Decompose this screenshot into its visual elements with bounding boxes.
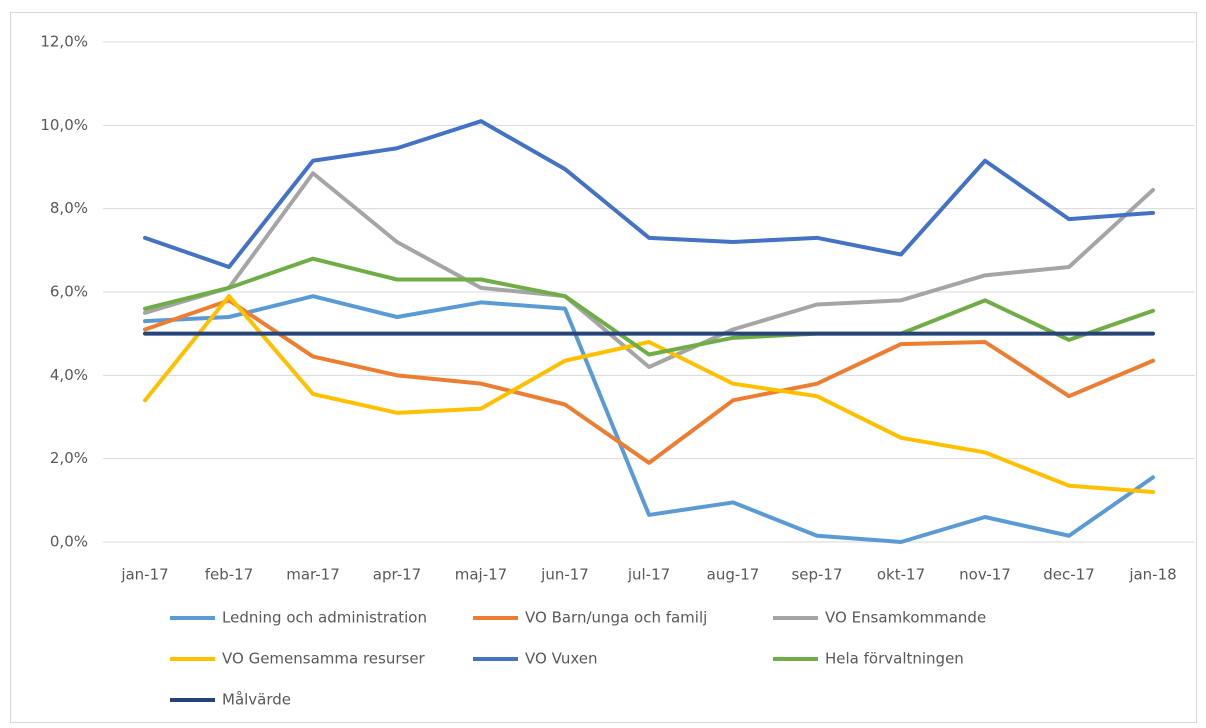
series-line [143,298,1155,465]
legend-label: Målvärde [222,691,291,709]
legend-label: VO Gemensamma resurser [222,650,426,668]
y-tick-label: 12,0% [40,33,88,51]
legend-label: Ledning och administration [222,609,427,627]
series-line [143,119,1155,269]
y-tick-label: 10,0% [40,116,88,134]
y-tick-label: 8,0% [50,199,88,217]
x-tick-label: mar-17 [286,566,340,584]
y-tick-label: 2,0% [50,449,88,467]
x-tick-label: okt-17 [877,566,925,584]
series-line [143,294,1155,544]
series-line [143,171,1155,369]
x-tick-label: apr-17 [373,566,421,584]
legend-label: VO Ensamkommande [825,609,986,627]
x-tick-label: sep-17 [791,566,842,584]
x-tick-label: jan-17 [120,566,168,584]
x-tick-label: jan-18 [1128,566,1176,584]
series-line [143,256,1155,357]
legend-label: VO Barn/unga och familj [525,609,707,627]
series-line [143,294,1155,494]
x-tick-label: nov-17 [959,566,1011,584]
y-tick-label: 4,0% [50,366,88,384]
y-tick-label: 0,0% [50,533,88,551]
y-tick-label: 6,0% [50,283,88,301]
x-tick-label: jun-17 [540,566,589,584]
x-tick-label: aug-17 [707,566,760,584]
x-tick-label: maj-17 [455,566,507,584]
chart-border [10,12,1197,723]
legend-label: Hela förvaltningen [825,650,964,668]
x-tick-label: dec-17 [1043,566,1095,584]
legend-label: VO Vuxen [525,650,597,668]
x-tick-label: feb-17 [205,566,254,584]
x-tick-label: jul-17 [627,566,670,584]
